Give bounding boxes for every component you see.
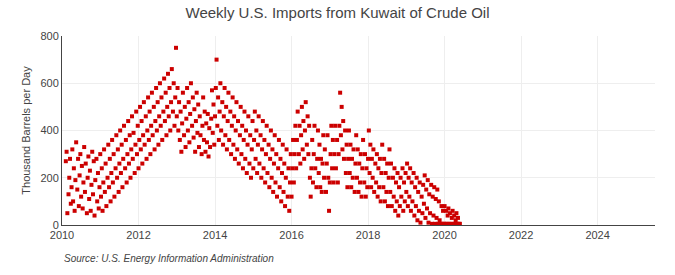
svg-text:Weekly U.S. Imports from Kuwai: Weekly U.S. Imports from Kuwait of Crude… xyxy=(186,4,490,21)
svg-text:200: 200 xyxy=(40,172,58,184)
svg-text:2024: 2024 xyxy=(585,229,609,241)
svg-text:2016: 2016 xyxy=(279,229,303,241)
svg-text:600: 600 xyxy=(40,77,58,89)
svg-text:400: 400 xyxy=(40,124,58,136)
svg-text:2014: 2014 xyxy=(203,229,227,241)
svg-text:2022: 2022 xyxy=(509,229,533,241)
svg-text:2020: 2020 xyxy=(432,229,456,241)
svg-text:2012: 2012 xyxy=(126,229,150,241)
svg-text:Thousand Barrels per Day: Thousand Barrels per Day xyxy=(20,66,32,195)
svg-text:800: 800 xyxy=(40,30,58,42)
svg-text:0: 0 xyxy=(53,219,59,231)
svg-text:Source: U.S. Energy Informatio: Source: U.S. Energy Information Administ… xyxy=(64,253,274,264)
svg-text:2010: 2010 xyxy=(50,229,74,241)
svg-text:2018: 2018 xyxy=(356,229,380,241)
